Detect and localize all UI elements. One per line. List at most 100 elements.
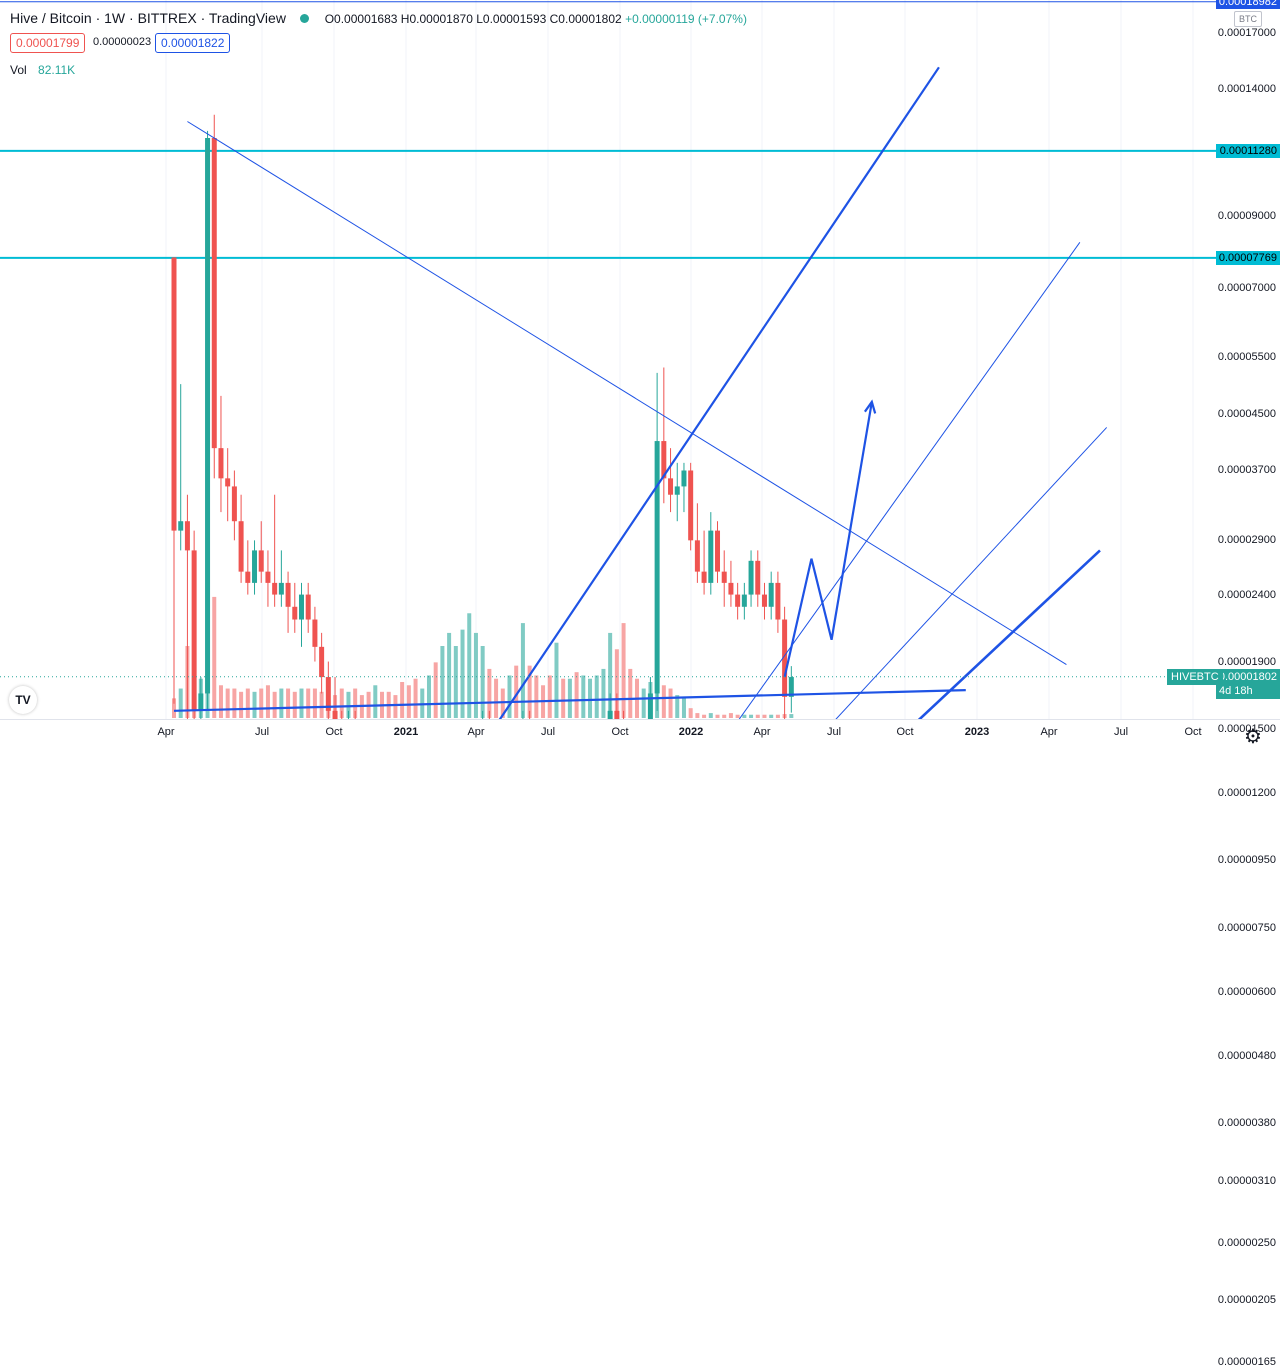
- volume-bar: [447, 632, 452, 718]
- level-price-tag[interactable]: 0.00018982: [1216, 0, 1280, 9]
- volume-bar: [225, 688, 230, 718]
- volume-bar: [702, 714, 707, 718]
- volume-bar: [480, 646, 485, 718]
- volume-bar: [574, 672, 579, 718]
- horizontal-levels: [0, 1, 1216, 259]
- y-tick-label: 0.00001900: [1217, 655, 1276, 668]
- volume-bar: [742, 714, 747, 718]
- price-chart[interactable]: [0, 0, 1216, 719]
- candle-body: [668, 478, 674, 495]
- candle-body: [761, 594, 767, 607]
- candle-body: [715, 530, 721, 572]
- candle-body: [218, 448, 224, 479]
- y-tick-label: 0.00000480: [1217, 1049, 1276, 1062]
- y-tick-label: 0.00000310: [1217, 1175, 1276, 1188]
- volume-bar: [212, 596, 217, 718]
- candle-body: [694, 540, 700, 572]
- candle-body: [305, 594, 311, 620]
- volume-bar: [312, 688, 317, 718]
- symbol-title[interactable]: Hive / Bitcoin · 1W · BITTREX · TradingV…: [10, 10, 286, 26]
- volume-bar: [715, 714, 720, 718]
- candle-body: [782, 619, 788, 697]
- volume-bar: [286, 688, 291, 718]
- y-tick-label: 0.00000250: [1217, 1236, 1276, 1249]
- volume-bar: [769, 714, 774, 718]
- level-price-tag[interactable]: 0.00011280: [1216, 143, 1280, 158]
- volume-bar: [460, 629, 465, 718]
- volume-bar: [218, 685, 223, 718]
- volume-bar: [668, 688, 673, 718]
- volume-bar: [708, 713, 713, 718]
- candle-body: [171, 257, 177, 531]
- sell-price-box[interactable]: 0.00001799: [10, 33, 86, 53]
- candle-body: [788, 677, 794, 697]
- candle-body: [325, 677, 331, 711]
- current-price-tag[interactable]: 0.00001802 4d 18h: [1216, 668, 1280, 699]
- chart-header: Hive / Bitcoin · 1W · BITTREX · TradingV…: [10, 10, 747, 26]
- ohlc-low: L0.00001593: [476, 12, 547, 26]
- y-tick-label: 0.00000600: [1217, 986, 1276, 998]
- volume-bar: [400, 682, 405, 718]
- candle-body: [198, 693, 204, 711]
- volume-bar: [601, 668, 606, 718]
- volume-bars: [172, 538, 794, 718]
- candle-body: [708, 530, 714, 583]
- time-axis[interactable]: Apr Jul Oct 2021 Apr Jul Oct 2022 Apr Jul Oct 2023 A…: [0, 719, 1216, 755]
- volume-bar: [306, 688, 311, 718]
- volume-bar: [279, 688, 284, 718]
- candle-body: [265, 571, 271, 583]
- candle-body: [258, 550, 264, 572]
- grid: [165, 0, 1194, 719]
- ohlc-readout: O0.00001683 H0.00001870 L0.00001593 C0.0…: [325, 12, 747, 26]
- price-axis[interactable]: 0.000260000.000170000.000140000.00009000…: [1216, 0, 1280, 1368]
- candle-body: [178, 521, 184, 531]
- y-tick-label: 0.00007000: [1217, 281, 1276, 294]
- candle-body: [661, 441, 667, 479]
- settings-gear-icon[interactable]: ⚙: [1244, 726, 1262, 748]
- volume-label: Vol: [10, 63, 27, 77]
- candle-body: [231, 486, 237, 522]
- candle-body: [614, 710, 620, 719]
- volume-bar: [393, 695, 398, 718]
- volume-bar: [567, 678, 572, 718]
- volume-bar: [487, 668, 492, 718]
- volume-bar: [561, 678, 566, 718]
- volume-bar: [527, 665, 532, 718]
- projection-arrowhead: [863, 399, 877, 414]
- candle-body: [647, 693, 653, 719]
- volume-bar: [608, 632, 613, 718]
- trendlines: [173, 66, 1108, 719]
- y-tick-label: 0.00001500: [1217, 723, 1276, 736]
- candle-body: [728, 582, 734, 595]
- x-tick-label: Apr: [157, 726, 175, 738]
- y-tick-label: 0.00000205: [1217, 1293, 1276, 1306]
- x-tick-label: Apr: [467, 726, 485, 738]
- volume-bar: [688, 708, 693, 718]
- volume-legend: Vol 82.11K: [10, 63, 75, 77]
- level-price-tag[interactable]: 0.00007769: [1216, 250, 1280, 265]
- channel-upper-trendline: [498, 66, 940, 719]
- projection-path: [783, 401, 873, 678]
- volume-bar: [252, 691, 257, 718]
- candle-body: [252, 550, 258, 583]
- candle-body: [654, 441, 660, 694]
- x-tick-label: 2023: [964, 726, 990, 738]
- currency-badge[interactable]: BTC: [1234, 11, 1262, 27]
- volume-bar: [588, 678, 593, 718]
- y-tick-label: 0.00003700: [1217, 464, 1276, 477]
- axis-corner: [1216, 719, 1280, 755]
- candle-body: [285, 582, 291, 607]
- market-status-icon: [299, 14, 309, 24]
- ohlc-high: H0.00001870: [400, 12, 473, 26]
- x-tick-label: Jul: [254, 726, 270, 738]
- volume-bar: [614, 649, 619, 718]
- buy-price-box[interactable]: 0.00001822: [155, 33, 231, 53]
- volume-bar: [346, 691, 351, 718]
- volume-bar: [775, 714, 780, 718]
- volume-bar: [473, 632, 478, 718]
- volume-bar: [467, 613, 472, 718]
- volume-bar: [675, 695, 680, 718]
- volume-bar: [413, 678, 418, 718]
- tradingview-logo-icon[interactable]: TV: [9, 686, 37, 714]
- volume-bar: [440, 646, 445, 718]
